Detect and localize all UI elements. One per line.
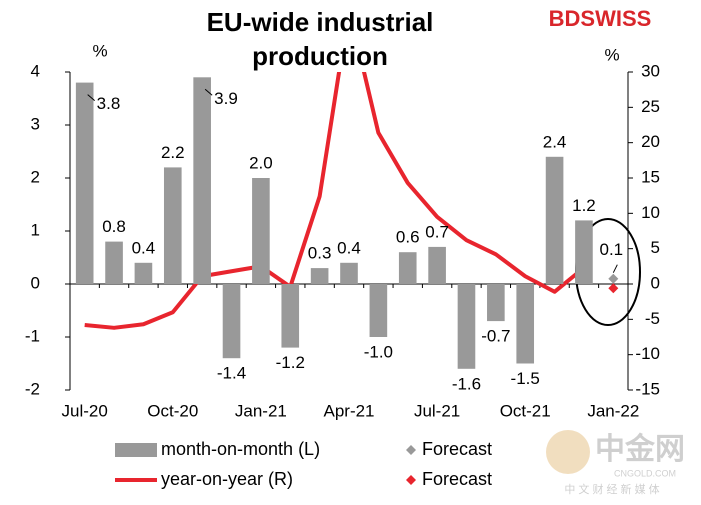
y2-tick-label: -5	[645, 309, 660, 328]
bar	[310, 268, 329, 284]
legend-label: Forecast	[422, 439, 492, 459]
forecast-marker	[608, 283, 619, 294]
y-tick-label: 3	[31, 114, 40, 133]
y2-tick-label: 10	[641, 203, 660, 222]
data-label: 0.4	[337, 238, 361, 257]
y-tick-label: 0	[31, 273, 40, 292]
bar	[369, 284, 388, 337]
y2-unit: %	[604, 45, 619, 64]
bar	[340, 262, 358, 284]
data-label: 0.3	[308, 244, 332, 263]
forecast-marker	[608, 273, 619, 284]
leader-line	[612, 264, 618, 273]
y2-tick-label: 0	[651, 273, 660, 292]
y-tick-label: 2	[31, 167, 40, 186]
bar	[398, 252, 417, 284]
legend-label: month-on-month (L)	[161, 439, 320, 459]
watermark-text: 中金网	[595, 432, 685, 466]
data-label: 0.6	[396, 228, 420, 247]
legend-swatch	[406, 445, 416, 455]
data-label: -1.5	[511, 369, 540, 388]
bar	[222, 284, 241, 359]
data-label: 0.7	[425, 222, 449, 241]
leader-line	[87, 94, 96, 101]
data-label: -1.2	[276, 353, 305, 372]
x-tick-label: Apr-21	[323, 401, 374, 420]
bar	[105, 241, 123, 284]
bar	[193, 77, 211, 284]
data-label: 0.8	[102, 217, 126, 236]
bar	[428, 246, 446, 284]
logo: BDSWISS	[549, 6, 652, 31]
y2-tick-label: 15	[641, 167, 660, 186]
x-tick-label: Jan-22	[587, 401, 639, 420]
bar	[163, 167, 182, 284]
y2-tick-label: 25	[641, 97, 660, 116]
x-tick-label: Jan-21	[235, 401, 287, 420]
bar	[575, 220, 593, 284]
line	[84, 72, 586, 330]
data-label: 0.4	[132, 238, 156, 257]
data-label: 0.1	[599, 240, 623, 259]
x-tick-label: Oct-20	[147, 401, 198, 420]
data-label: -1.0	[364, 342, 393, 361]
data-label: 3.9	[214, 89, 238, 108]
data-label: 2.2	[161, 143, 185, 162]
leader-line	[204, 88, 213, 96]
bar	[75, 82, 94, 284]
chart-title: EU-wide industrial production	[207, 7, 434, 71]
y2-tick-label: 5	[651, 238, 660, 257]
bar	[281, 284, 300, 348]
watermark-tagline: 中 文 财 经 新 媒 体	[564, 482, 659, 496]
x-tick-label: Jul-20	[62, 401, 108, 420]
bar	[134, 262, 153, 284]
data-label: -1.6	[452, 374, 481, 393]
legend-swatch	[115, 443, 157, 457]
bar	[545, 156, 564, 284]
x-tick-label: Oct-21	[500, 401, 551, 420]
bar	[487, 284, 505, 322]
data-label: 2.4	[543, 132, 567, 151]
y2-tick-label: -15	[635, 379, 660, 398]
watermark-site: CNGOLD.COM	[614, 468, 676, 478]
y-tick-label: -1	[25, 326, 40, 345]
data-label: -1.4	[217, 364, 246, 383]
plot-area	[84, 72, 586, 330]
y2-tick-label: 30	[641, 61, 660, 80]
bar	[252, 178, 270, 284]
data-label: 2.0	[249, 153, 273, 172]
bar	[457, 284, 476, 369]
x-tick-label: Jul-21	[414, 401, 460, 420]
legend-label: year-on-year (R)	[161, 469, 293, 489]
y-tick-label: 4	[31, 61, 40, 80]
bar	[516, 284, 535, 364]
legend-label: Forecast	[422, 469, 492, 489]
y2-tick-label: 20	[641, 132, 660, 151]
watermark: 中金网 CNGOLD.COM 中 文 财 经 新 媒 体	[546, 430, 685, 496]
y-tick-label: -2	[25, 379, 40, 398]
y2-tick-label: -10	[635, 344, 660, 363]
data-label: -0.7	[481, 327, 510, 346]
y-tick-label: 1	[31, 220, 40, 239]
data-label: 1.2	[572, 196, 596, 215]
legend-swatch	[406, 475, 416, 485]
y-unit: %	[92, 41, 107, 60]
data-label: 3.8	[97, 94, 121, 113]
